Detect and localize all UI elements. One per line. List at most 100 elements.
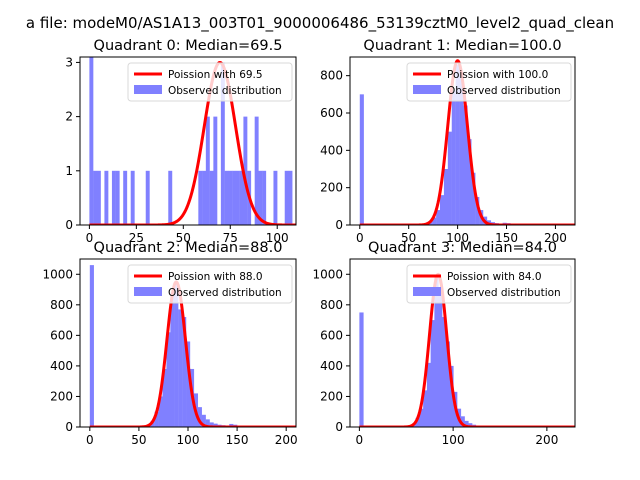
y-tick-label: 0 bbox=[335, 420, 343, 434]
y-tick-label: 800 bbox=[50, 298, 73, 312]
histogram-bar bbox=[262, 170, 267, 225]
histogram-bar bbox=[201, 414, 206, 427]
histogram-bar bbox=[162, 368, 167, 427]
y-tick-label: 0 bbox=[65, 420, 73, 434]
y-tick-label: 600 bbox=[320, 328, 343, 342]
histogram-bar bbox=[232, 170, 237, 225]
axes-frame bbox=[349, 56, 576, 226]
histogram-bar bbox=[258, 170, 263, 225]
y-tick-label: 1 bbox=[65, 164, 73, 178]
y-tick-label: 800 bbox=[320, 69, 343, 83]
histogram-bar bbox=[254, 116, 259, 225]
histogram-bar bbox=[447, 131, 452, 225]
x-tick-label: 75 bbox=[223, 231, 238, 245]
legend-box bbox=[406, 62, 572, 102]
y-tick-label: 3 bbox=[65, 55, 73, 69]
histogram-bar bbox=[145, 170, 150, 225]
histogram-bar bbox=[182, 317, 187, 427]
histogram-bar bbox=[89, 265, 94, 427]
histogram-bar bbox=[186, 341, 191, 427]
histogram-bar bbox=[150, 420, 155, 427]
y-tick-label: 600 bbox=[50, 328, 73, 342]
y-tick-label: 200 bbox=[320, 389, 343, 403]
histogram-bar bbox=[284, 170, 289, 225]
x-tick-label: 100 bbox=[446, 231, 469, 245]
histogram-bar bbox=[154, 411, 159, 427]
x-tick-label: 200 bbox=[275, 433, 298, 447]
histogram-bar bbox=[93, 170, 98, 225]
legend-bar-swatch bbox=[134, 287, 162, 296]
legend: Poission with 69.5 Observed distribution bbox=[127, 62, 293, 102]
histogram-bar bbox=[235, 170, 240, 225]
plot-area bbox=[88, 57, 296, 225]
histogram-bar bbox=[123, 170, 128, 225]
legend-bar-swatch bbox=[134, 85, 162, 94]
histogram-bar bbox=[436, 210, 441, 225]
histogram-bar bbox=[455, 64, 460, 225]
histogram-bar bbox=[239, 170, 244, 225]
x-tick-label: 200 bbox=[544, 231, 567, 245]
histogram-bar bbox=[213, 423, 218, 427]
x-tick-label: 0 bbox=[86, 231, 94, 245]
histogram-bar bbox=[205, 116, 210, 225]
legend-bar-swatch bbox=[413, 287, 441, 296]
histogram-bar bbox=[96, 170, 101, 225]
histogram-bar bbox=[228, 170, 233, 225]
histogram-bar bbox=[288, 170, 293, 225]
poisson-line bbox=[88, 60, 296, 225]
histogram-bar bbox=[438, 292, 443, 427]
histogram-bar bbox=[359, 312, 364, 427]
legend-label: Observed distribution bbox=[447, 85, 561, 97]
legend: Poission with 84.0 Observed distribution bbox=[406, 264, 572, 304]
histogram-bar bbox=[224, 170, 229, 225]
legend-label: Observed distribution bbox=[447, 287, 561, 299]
histogram-bar bbox=[463, 105, 468, 225]
histogram-bar bbox=[213, 116, 218, 225]
x-tick-label: 0 bbox=[356, 231, 364, 245]
histogram-bar bbox=[198, 170, 203, 225]
histogram-bar bbox=[434, 277, 439, 427]
poisson-line bbox=[89, 280, 296, 427]
subplot-title: Quadrant 0: Median=69.5 bbox=[94, 38, 283, 54]
y-tick-label: 200 bbox=[50, 389, 73, 403]
y-tick-label: 2 bbox=[65, 110, 73, 124]
y-tick-label: 800 bbox=[320, 298, 343, 312]
histogram-bar bbox=[89, 57, 94, 225]
subplot-2: 0 50 100 150 200 0 200 400 600 800 1000 Quadrant 2:… bbox=[42, 240, 297, 447]
x-tick-label: 50 bbox=[401, 231, 416, 245]
histogram-bar bbox=[220, 62, 225, 225]
histogram-bar bbox=[202, 170, 207, 225]
x-tick-label: 100 bbox=[266, 231, 289, 245]
y-tick-label: 400 bbox=[50, 359, 73, 373]
histogram-bar bbox=[426, 362, 432, 427]
legend-box bbox=[406, 264, 572, 304]
subplot-1: 0 50 100 150 200 0 200 400 600 800 Quadrant 1: Med… bbox=[320, 38, 576, 245]
histogram-bar bbox=[443, 169, 449, 225]
x-tick-label: 100 bbox=[177, 433, 200, 447]
histogram-bar bbox=[460, 416, 465, 427]
y-tick-label: 1000 bbox=[42, 267, 73, 281]
histogram-bar bbox=[174, 283, 179, 427]
y-tick-label: 0 bbox=[335, 218, 343, 232]
subplot-title: Quadrant 1: Median=100.0 bbox=[363, 38, 561, 54]
legend: Poission with 88.0 Observed distribution bbox=[127, 264, 293, 304]
legend-label: Poission with 88.0 bbox=[168, 271, 263, 283]
y-tick-label: 400 bbox=[320, 359, 343, 373]
histogram-bar bbox=[229, 423, 234, 427]
y-tick-label: 600 bbox=[320, 106, 343, 120]
x-tick-label: 100 bbox=[442, 433, 465, 447]
histogram-bar bbox=[449, 365, 454, 427]
figure-suptitle: a file: modeM0/AS1A13_003T01_9000006486_… bbox=[25, 14, 615, 32]
x-tick-label: 50 bbox=[176, 231, 191, 245]
y-tick-label: 1000 bbox=[312, 267, 343, 281]
histogram-bar bbox=[467, 139, 472, 225]
y-tick-label: 0 bbox=[65, 218, 73, 232]
y-tick-label: 400 bbox=[320, 143, 343, 157]
histogram-bar bbox=[130, 170, 135, 225]
x-tick-label: 25 bbox=[129, 231, 144, 245]
x-tick-label: 200 bbox=[535, 433, 558, 447]
histogram-bar bbox=[464, 420, 469, 427]
x-tick-label: 0 bbox=[356, 433, 364, 447]
subplot-3: 0 100 200 0 200 400 600 800 1000 Quadrant 3: Medi… bbox=[312, 240, 576, 447]
subplot-title: Quadrant 3: Median=84.0 bbox=[368, 240, 557, 256]
